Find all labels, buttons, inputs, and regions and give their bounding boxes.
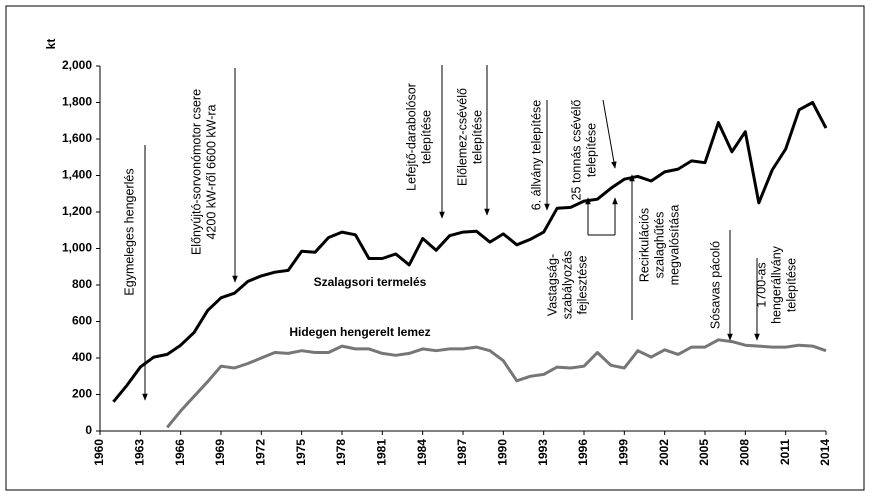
annotation: hengerállvány [769,245,783,324]
frame [5,5,865,491]
y-tick-label: 1,400 [62,168,92,182]
x-tick-label: 1978 [334,439,348,466]
series-label: Szalagsori termelés [314,275,427,289]
x-tick-label: 1963 [133,439,147,466]
annotation: telepítése [584,123,598,177]
annotation: fejlesztése [575,255,589,314]
x-tick-label: 1987 [455,439,469,466]
y-tick-label: 600 [72,314,92,328]
annotation: Recirkulációs [637,208,651,282]
annotation: 6. állvány telepítése [529,100,543,211]
x-tick-label: 2002 [657,439,671,466]
annotation: telepítése [784,258,798,312]
x-tick-label: 1975 [294,439,308,466]
x-tick-label: 1969 [213,439,227,466]
x-tick-label: 1993 [536,439,550,466]
annotation: 1700-as [754,262,768,307]
annotation: szabályozás [560,251,574,320]
x-tick-label: 1984 [415,439,429,466]
annotation: Lefejtő-darabolósor [404,83,418,191]
x-tick-label: 1990 [496,439,510,466]
x-tick-label: 1981 [375,439,389,466]
y-tick-label: 2,000 [62,58,92,72]
arrow [602,99,617,169]
x-tick-label: 1972 [254,439,268,466]
y-tick-label: 1,200 [62,204,92,218]
y-tick-label: 1,800 [62,95,92,109]
annotation: 25 tonnás csévélő [569,100,583,201]
y-axis-label: kt [44,39,58,50]
y-tick-label: 200 [72,387,92,401]
annotation: Sósavas pácoló [708,241,722,329]
y-tick-label: 400 [72,350,92,364]
series-line [112,101,828,403]
series-label: Hidegen hengerelt lemez [289,325,430,339]
annotation: megvalósítása [667,205,681,286]
annotation: telepítése [470,110,484,164]
annotation: Előlemez-csévélő [455,88,469,186]
annotation: 4200 kW-ről 6600 kW-ra [204,104,218,239]
x-tick-label: 1960 [92,439,106,466]
annotation: telepítése [419,110,433,164]
annotation: Egymeleges hengerlés [122,168,136,295]
annotation: szalaghűtés [652,212,666,279]
x-tick-label: 2008 [738,439,752,466]
annotation: Előnyújtó-sorvonómotor csere [189,89,203,255]
x-tick-label: 1966 [173,439,187,466]
x-tick-label: 2005 [697,439,711,466]
x-tick-label: 1996 [576,439,590,466]
y-tick-label: 800 [72,277,92,291]
y-tick-label: 1,600 [62,131,92,145]
y-tick-label: 1,000 [62,241,92,255]
x-tick-label: 2011 [778,439,792,465]
y-tick-label: 0 [85,423,92,437]
annotation: Vastagság- [545,254,559,316]
series-line [166,338,827,429]
x-tick-label: 1999 [617,439,631,466]
x-tick-label: 2014 [818,439,832,466]
